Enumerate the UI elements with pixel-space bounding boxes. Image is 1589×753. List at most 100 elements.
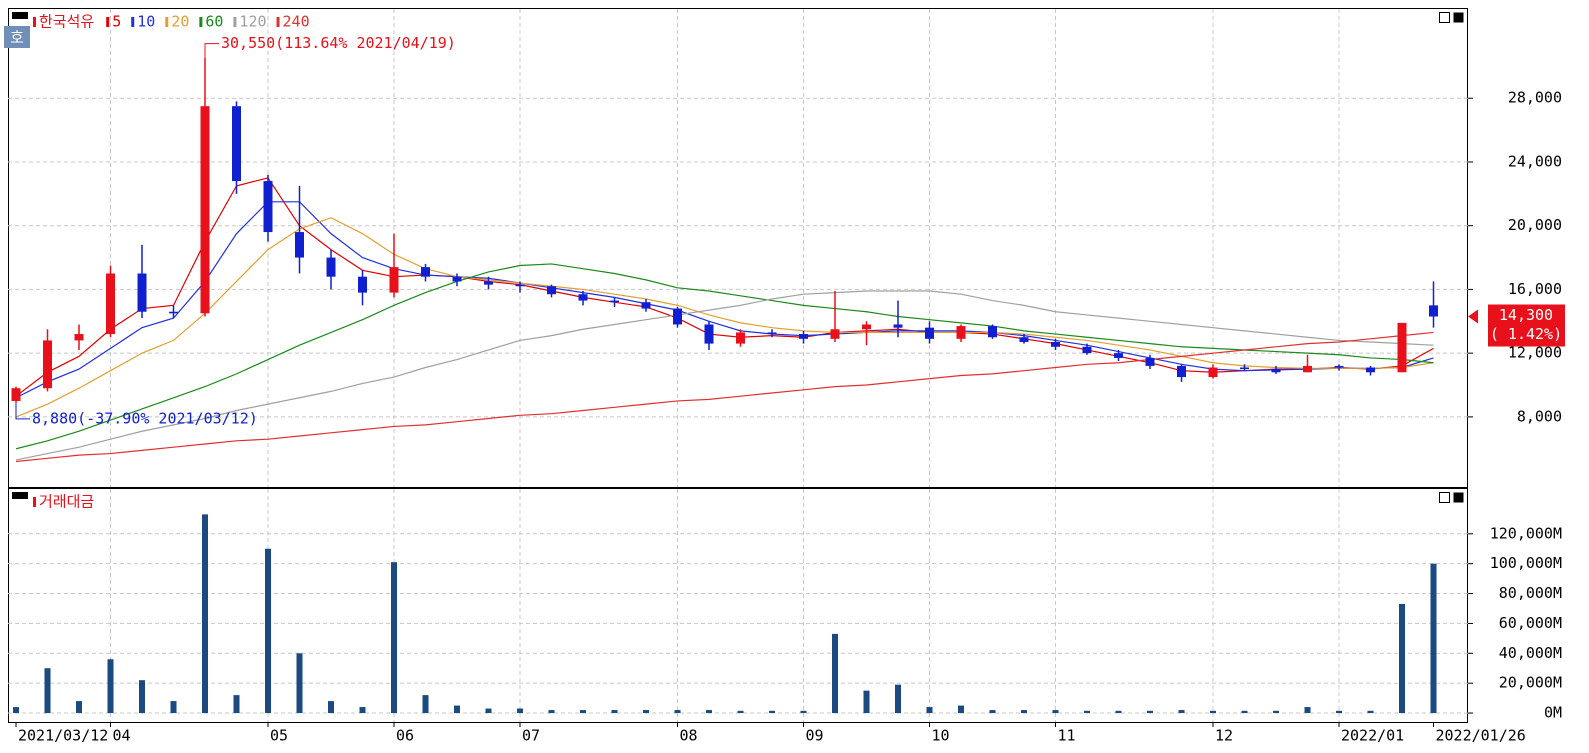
y-tick-label: 28,000 xyxy=(1508,89,1562,107)
x-tick-label: 04 xyxy=(113,727,131,745)
volume-bar xyxy=(1241,710,1248,714)
volume-bar xyxy=(139,680,145,714)
price-tag-label: 14,300 xyxy=(1499,306,1553,324)
legend-label: 120 xyxy=(239,13,266,31)
legend-swatch xyxy=(33,497,36,507)
quote-button[interactable] xyxy=(4,26,30,48)
y-tick-label: 120,000M xyxy=(1490,524,1562,542)
volume-bar xyxy=(107,659,114,714)
close-button[interactable] xyxy=(1453,492,1464,503)
legend-label: 5 xyxy=(112,13,121,31)
x-tick-label: 2021/03/12 xyxy=(18,727,108,745)
y-tick-label: 24,000 xyxy=(1508,152,1562,170)
chart-title: 한국석유 xyxy=(39,13,94,31)
candle-body xyxy=(1177,365,1186,378)
volume-bar xyxy=(643,710,649,714)
volume-bar xyxy=(296,653,303,714)
x-tick-label: 09 xyxy=(806,727,824,745)
candle-body xyxy=(1051,342,1060,347)
volume-bar xyxy=(611,710,618,714)
chart-title: 거래대금 xyxy=(39,493,94,511)
annotation-arrow xyxy=(204,43,219,58)
volume-bar xyxy=(800,710,807,714)
panel-icon xyxy=(12,12,28,19)
candle-body xyxy=(1145,357,1155,366)
maximize-button[interactable] xyxy=(1439,12,1450,23)
volume-bar xyxy=(1430,563,1437,714)
candle-body xyxy=(988,326,997,338)
candle-body xyxy=(862,324,871,330)
annotation: 30,550(113.64% 2021/04/19) xyxy=(221,34,456,52)
volume-bar xyxy=(170,701,177,714)
volume-bar xyxy=(1084,710,1090,714)
legend-swatch xyxy=(199,17,203,27)
candle-body xyxy=(1334,365,1344,368)
volume-bar xyxy=(958,705,964,714)
volume-bar xyxy=(1273,710,1279,714)
legend-swatch xyxy=(33,17,36,27)
volume-bar xyxy=(265,548,271,714)
candle-body xyxy=(641,302,651,309)
volume-bar xyxy=(1147,710,1153,714)
candle-body xyxy=(1366,367,1375,373)
y-tick-label: 20,000 xyxy=(1508,216,1562,234)
volume-bar xyxy=(926,707,933,714)
x-tick-label: 12 xyxy=(1215,727,1233,745)
volume-bar xyxy=(454,705,460,714)
moving-average-line xyxy=(15,201,1434,399)
candle-body xyxy=(452,276,462,282)
volume-bar xyxy=(895,684,901,714)
volume-panel xyxy=(8,488,1468,723)
volume-bar xyxy=(76,701,82,714)
x-tick-label: 10 xyxy=(932,727,950,745)
quote-button-label[interactable]: 호 xyxy=(10,29,24,47)
volume-bar xyxy=(548,710,555,714)
x-tick-label: 05 xyxy=(270,727,288,745)
candle-body xyxy=(232,106,241,182)
volume-bar xyxy=(13,707,19,714)
volume-bar xyxy=(328,701,334,714)
candle-body xyxy=(893,324,903,328)
candle-body xyxy=(736,332,745,344)
candle-body xyxy=(925,327,934,339)
candle-body xyxy=(106,273,115,335)
volume-bar xyxy=(485,708,492,714)
volume-bar xyxy=(44,668,51,714)
volume-bar xyxy=(422,695,429,714)
legend-swatch xyxy=(106,17,110,27)
volume-bar xyxy=(359,707,366,714)
moving-average-line xyxy=(15,217,1434,418)
volume-bar xyxy=(1336,710,1342,714)
candle-body xyxy=(515,284,525,287)
candle-body xyxy=(1303,365,1312,373)
volume-bar xyxy=(769,710,775,714)
candle-body xyxy=(326,257,336,277)
price-tag-change: ( 1.42%) xyxy=(1490,325,1562,343)
y-tick-label: 60,000M xyxy=(1499,614,1562,632)
candle-body xyxy=(610,300,619,303)
legend-label: 20 xyxy=(171,13,189,31)
volume-bar xyxy=(832,633,838,714)
y-tick-label: 16,000 xyxy=(1508,280,1562,298)
maximize-button[interactable] xyxy=(1439,492,1450,503)
moving-average-line xyxy=(15,177,1434,397)
legend-swatch xyxy=(131,17,135,27)
moving-average-line xyxy=(15,263,1434,450)
candle-body xyxy=(169,311,178,314)
legend-swatch xyxy=(276,17,280,27)
close-button[interactable] xyxy=(1453,12,1464,23)
candle-body xyxy=(358,276,367,293)
candle-body xyxy=(1429,305,1438,317)
volume-bar xyxy=(1021,710,1027,714)
volume-bar xyxy=(989,710,996,714)
panel-icon xyxy=(12,492,28,499)
x-tick-label: 06 xyxy=(396,727,414,745)
volume-bar xyxy=(1115,710,1122,714)
candle-body xyxy=(11,388,21,401)
panel-controls[interactable] xyxy=(1439,12,1464,503)
volume-bar xyxy=(202,514,208,714)
volume-bar xyxy=(863,690,870,714)
volume-bar xyxy=(674,710,681,714)
volume-bar xyxy=(1178,710,1185,714)
